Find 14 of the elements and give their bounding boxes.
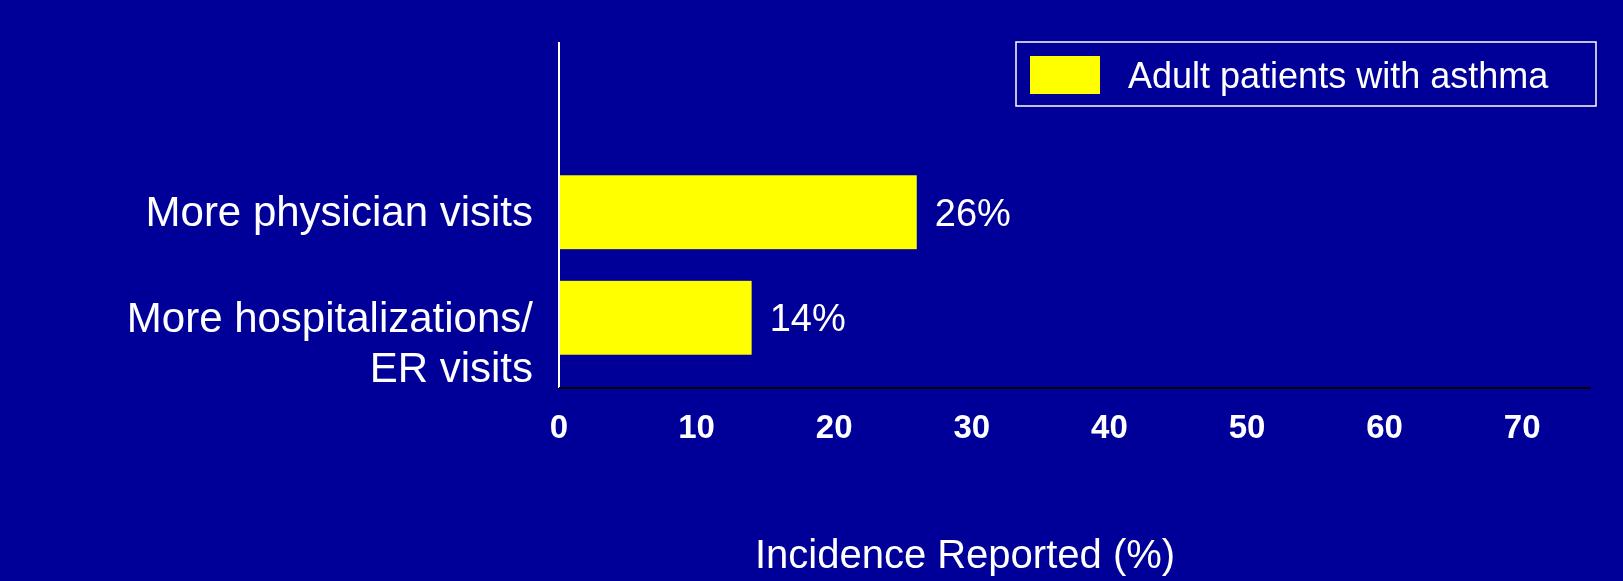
data-label: 26% [934, 191, 1011, 234]
x-axis-title: Incidence Reported (%) [754, 532, 1176, 576]
y-tick-label: More hospitalizations/ ER visits [126, 293, 534, 391]
x-tick-label: 70 [1503, 408, 1541, 445]
data-label: 14% [769, 297, 846, 340]
y-tick-label: More physician visits [145, 188, 533, 236]
x-tick-label: 30 [953, 408, 991, 445]
x-tick-label: 20 [815, 408, 853, 445]
legend-label: Adult patients with asthma [1128, 54, 1550, 96]
x-tick-label: 60 [1366, 408, 1403, 445]
x-tick-label: 50 [1228, 408, 1266, 445]
x-tick-label: 0 [549, 408, 569, 445]
x-tick-label: 40 [1091, 408, 1128, 445]
x-tick-label: 10 [678, 408, 715, 445]
